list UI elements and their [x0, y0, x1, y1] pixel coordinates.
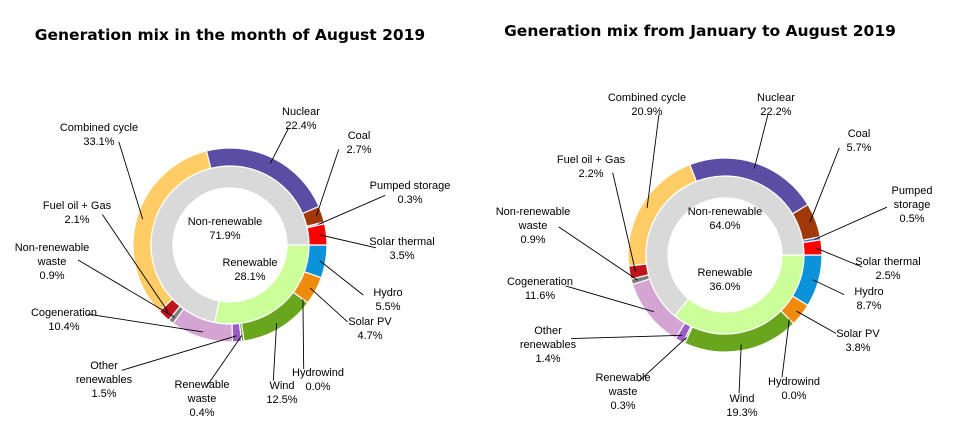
chart-2-label-hydrowind: Hydrowind 0.0%: [768, 376, 820, 402]
chart-1-leader-renewable-waste: [206, 334, 243, 387]
chart-1-inner-label-non-renewable: Non-renewable 71.9%: [188, 216, 263, 242]
chart-2-leader-nuclear: [753, 115, 769, 169]
chart-1-outer-solar-thermal: [306, 223, 328, 246]
chart-1-label-wind: Wind 12.5%: [266, 380, 297, 406]
chart-1-leader-other-renewables: [121, 335, 237, 371]
chart-1-leader-coal: [315, 149, 340, 217]
chart-2-label-nuclear: Nuclear 22.2%: [757, 92, 795, 118]
chart-1-leader-solar-thermal: [320, 234, 377, 249]
chart-1-outer-other-renewables: [231, 322, 243, 343]
chart-1-leader-hydro: [319, 260, 364, 296]
chart-2-donut: Renewable 36.0% Non-renewable 64.0% Hydro 8.7…: [496, 92, 933, 419]
chart-2-leader-non-renewable-waste: [558, 226, 638, 281]
chart-2-label-other-renewables: Other renewables 1.4%: [520, 325, 577, 365]
chart-2-label-pumped-storage: Pumped storage 0.5%: [892, 185, 933, 225]
chart-1-leader-nuclear: [269, 128, 289, 164]
chart-1-donut: Renewable 28.1% Non-renewable 71.9% Hydro 5.5…: [15, 106, 451, 419]
chart-1-label-pumped-storage: Pumped storage 0.3%: [370, 180, 451, 206]
chart-1-label-nuclear: Nuclear 22.4%: [282, 106, 320, 132]
chart-1-leader-pumped-storage: [318, 194, 386, 225]
chart-2-outer-solar-thermal: [802, 239, 823, 256]
chart-1-label-non-renewable-waste: Non-renewable waste 0.9%: [15, 242, 90, 282]
chart-2-label-wind: Wind 19.3%: [726, 393, 757, 419]
chart-1-leader-hydrowind: [302, 299, 305, 370]
chart-2-label-fuel-oil-gas: Fuel oil + Gas 2.2%: [557, 154, 626, 180]
chart-1-title: Generation mix in the month of August 20…: [35, 26, 425, 44]
chart-2-leader-hydro: [812, 279, 845, 296]
chart-2-leader-fuel-oil-gas: [612, 172, 636, 272]
chart-1-leader-cogeneration: [87, 313, 204, 333]
chart-1-leader-wind: [272, 323, 278, 381]
chart-2-leader-other-renewables: [571, 334, 683, 340]
chart-1-leader-combined-cycle: [118, 141, 144, 220]
chart-1-label-renewable-waste: Renewable waste 0.4%: [174, 379, 229, 419]
chart-1-label-hydro: Hydro 5.5%: [373, 287, 402, 313]
chart-2-inner-label-renewable: Renewable 36.0%: [697, 267, 752, 293]
chart-1-inner-label-renewable: Renewable 28.1%: [222, 257, 277, 283]
chart-1-label-solar-thermal: Solar thermal 3.5%: [369, 236, 434, 262]
chart-2-label-solar-pv: Solar PV 3.8%: [836, 328, 880, 354]
chart-2-leader-wind: [738, 344, 742, 394]
chart-1-label-solar-pv: Solar PV 4.7%: [348, 316, 392, 342]
chart-2-leader-coal: [809, 147, 840, 223]
chart-2-label-coal: Coal 5.7%: [846, 128, 871, 154]
chart-1-label-combined-cycle: Combined cycle 33.1%: [60, 122, 138, 148]
chart-2-leader-renewable-waste: [638, 337, 687, 382]
chart-1-label-cogeneration: Cogeneration 10.4%: [31, 307, 97, 333]
chart-1-label-fuel-oil-gas: Fuel oil + Gas 2.1%: [43, 200, 112, 226]
chart-1-leader-solar-pv: [309, 287, 348, 323]
chart-2-leader-solar-thermal: [815, 247, 863, 268]
chart-2-leader-hydrowind: [781, 319, 790, 378]
chart-2-title: Generation mix from January to August 20…: [504, 22, 896, 40]
chart-1-label-coal: Coal 2.7%: [346, 130, 371, 156]
chart-1-leader-non-renewable-waste: [77, 259, 175, 318]
chart-1-label-hydrowind: Hydrowind 0.0%: [292, 367, 344, 393]
chart-2-inner-label-non-renewable: Non-renewable 64.0%: [688, 206, 763, 232]
chart-2-label-solar-thermal: Solar thermal 2.5%: [855, 256, 920, 282]
chart-2-label-renewable-waste: Renewable waste 0.3%: [595, 372, 650, 412]
chart-2-leader-solar-pv: [796, 310, 837, 334]
chart-1-leader-fuel-oil-gas: [102, 214, 169, 312]
chart-2-leader-cogeneration: [565, 285, 654, 313]
chart-2-leader-combined-cycle: [646, 114, 660, 208]
chart-1-label-other-renewables: Other renewables 1.5%: [76, 360, 133, 400]
chart-2-label-non-renewable-waste: Non-renewable waste 0.9%: [496, 206, 571, 246]
chart-2-label-combined-cycle: Combined cycle 20.9%: [608, 92, 686, 118]
chart-2-label-hydro: Hydro 8.7%: [854, 286, 883, 312]
chart-2-label-cogeneration: Cogeneration 11.6%: [507, 276, 573, 302]
chart-2-leader-pumped-storage: [814, 206, 888, 240]
